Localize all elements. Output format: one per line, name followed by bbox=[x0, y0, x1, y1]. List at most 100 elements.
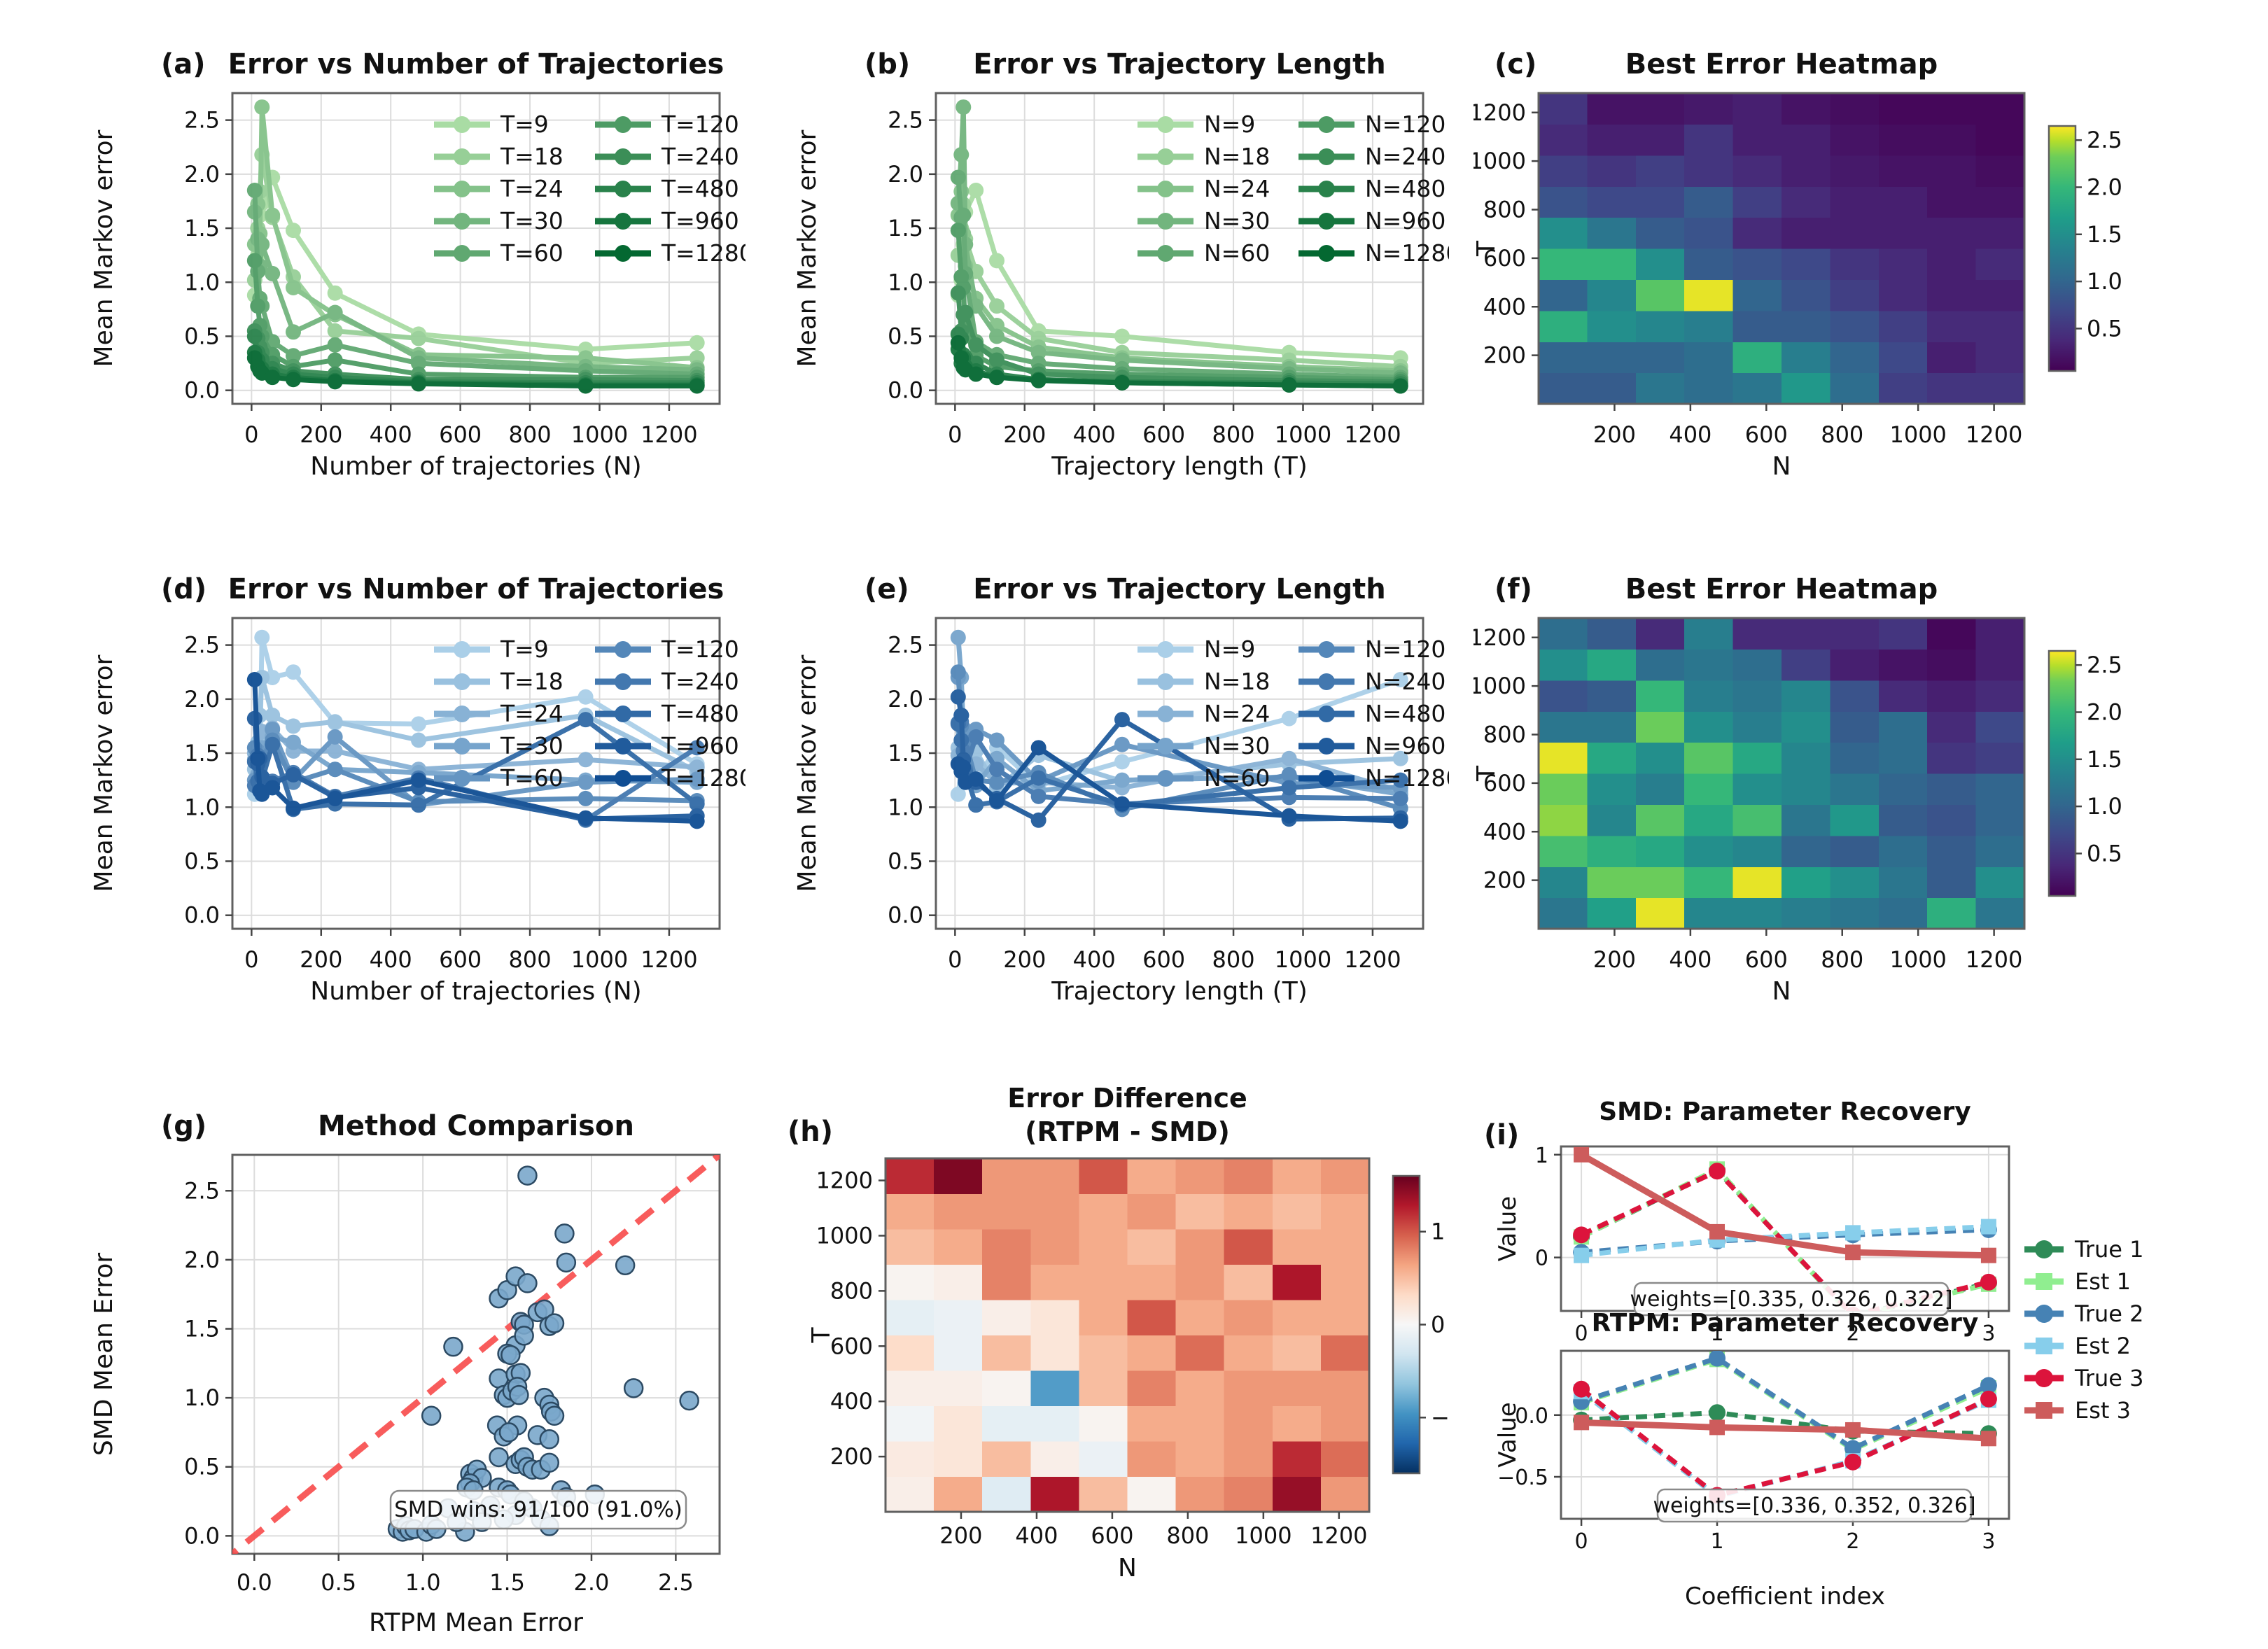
chart-shape bbox=[1573, 1380, 1590, 1398]
chart-text: 1.5 bbox=[489, 1569, 525, 1596]
chart-shape bbox=[327, 323, 343, 339]
chart-shape bbox=[1320, 1264, 1370, 1300]
chart-text: 1 bbox=[1710, 1321, 1723, 1346]
chart-text: 800 bbox=[1821, 946, 1863, 973]
chart-shape bbox=[265, 207, 281, 223]
chart-shape bbox=[509, 1384, 529, 1405]
chart-shape bbox=[498, 1422, 519, 1443]
series-True 1 bbox=[1581, 1410, 1989, 1436]
chart-shape bbox=[1830, 186, 1879, 218]
chart-shape bbox=[1318, 770, 1335, 787]
chart-shape bbox=[1587, 124, 1637, 156]
panel-g-scatter: (g) Method Comparison RTPM Mean Error SMD M… bbox=[90, 1110, 721, 1637]
chart-text: T=24 bbox=[500, 700, 564, 727]
chart-shape bbox=[454, 116, 470, 133]
chart-shape bbox=[884, 1157, 1371, 1513]
chart-shape bbox=[489, 1447, 509, 1468]
chart-text: 1.0 bbox=[184, 1384, 220, 1411]
chart-text: N=960 bbox=[1365, 732, 1446, 759]
chart-shape bbox=[544, 1405, 565, 1426]
chart-shape bbox=[1127, 1335, 1177, 1371]
chart-shape bbox=[544, 1313, 565, 1333]
series-True 2 bbox=[1581, 1356, 1990, 1451]
chart-shape bbox=[454, 213, 470, 230]
chart-shape bbox=[1844, 1453, 1861, 1471]
chart-shape bbox=[1732, 372, 1782, 405]
chart-shape bbox=[1732, 804, 1782, 836]
chart-shape bbox=[1079, 1335, 1128, 1371]
chart-text: 1000 bbox=[571, 421, 628, 448]
chart-shape bbox=[934, 1264, 983, 1300]
chart-text: −1 bbox=[1431, 1404, 1449, 1431]
chart-text: Error Difference bbox=[1007, 1083, 1247, 1114]
chart-text: (c) bbox=[1494, 48, 1536, 80]
chart-shape bbox=[265, 370, 281, 386]
chart-shape bbox=[1878, 279, 1928, 311]
chart-shape bbox=[1587, 93, 1637, 125]
chart-text: 600 bbox=[1483, 245, 1526, 272]
chart-text: 200 bbox=[1483, 342, 1526, 369]
series-T=1280 bbox=[252, 679, 697, 824]
chart-shape bbox=[1539, 155, 1588, 187]
series-lines bbox=[246, 99, 705, 394]
chart-shape bbox=[1224, 1193, 1273, 1230]
chart-shape bbox=[443, 1336, 463, 1357]
chart-text: Mean Markov error bbox=[793, 654, 822, 892]
chart-text: N=24 bbox=[1204, 175, 1270, 202]
axes bbox=[231, 92, 721, 405]
chart-shape bbox=[1079, 1300, 1128, 1336]
chart-text: (RTPM - SMD) bbox=[1025, 1116, 1230, 1147]
chart-text: 1.5 bbox=[2087, 746, 2122, 773]
chart-text: 800 bbox=[830, 1277, 873, 1304]
chart-shape bbox=[689, 813, 705, 829]
chart-shape bbox=[1980, 1431, 1996, 1447]
chart-text: 400 bbox=[1015, 1522, 1058, 1549]
chart-shape bbox=[1030, 788, 1046, 804]
chart-shape bbox=[1927, 897, 1977, 929]
panel-d-line-chart: (d) Error vs Number of Trajectories Number… bbox=[90, 573, 746, 1006]
chart-text: 1.5 bbox=[2087, 221, 2122, 248]
chart-text: T bbox=[1474, 240, 1501, 257]
chart-text: 600 bbox=[1745, 946, 1788, 973]
chart-shape bbox=[1878, 186, 1928, 218]
chart-text: 0.5 bbox=[888, 323, 923, 349]
chart-shape bbox=[989, 792, 1004, 808]
chart-shape bbox=[1114, 736, 1130, 752]
chart-shape bbox=[1684, 186, 1734, 218]
chart-shape bbox=[1224, 1476, 1273, 1513]
chart-shape bbox=[1635, 835, 1685, 867]
chart-text: 0.0 bbox=[184, 377, 220, 404]
chart-shape bbox=[1927, 372, 1977, 405]
chart-shape bbox=[1635, 742, 1685, 774]
chart-shape bbox=[286, 800, 301, 816]
chart-shape bbox=[1127, 1441, 1177, 1478]
chart-shape bbox=[1635, 804, 1685, 836]
chart-shape bbox=[1030, 1300, 1079, 1336]
heatmap-cells bbox=[886, 1158, 1370, 1513]
chart-shape bbox=[1732, 618, 1782, 650]
chart-shape bbox=[1587, 773, 1637, 805]
chart-shape bbox=[950, 689, 966, 705]
chart-shape bbox=[1539, 835, 1588, 867]
chart-shape bbox=[886, 1158, 934, 1195]
chart-text: 0.5 bbox=[2087, 315, 2122, 342]
chart-shape bbox=[1030, 1370, 1079, 1407]
chart-shape bbox=[1975, 649, 2025, 681]
chart-shape bbox=[1980, 1377, 1997, 1394]
chart-shape bbox=[1732, 649, 1782, 681]
chart-shape bbox=[886, 1193, 934, 1230]
chart-text: 2.5 bbox=[184, 1177, 220, 1204]
chart-shape bbox=[410, 330, 426, 346]
chart-shape bbox=[1272, 1229, 1322, 1265]
chart-text: T=120 bbox=[661, 636, 739, 663]
chart-shape bbox=[1635, 372, 1685, 405]
chart-shape bbox=[1927, 279, 1977, 311]
chart-shape bbox=[554, 1223, 575, 1244]
chart-text: 200 bbox=[1003, 946, 1046, 973]
chart-shape bbox=[1975, 217, 2025, 249]
chart-shape bbox=[2035, 1369, 2053, 1387]
chart-text: 1 bbox=[1710, 1529, 1723, 1554]
chart-shape bbox=[1030, 344, 1046, 360]
chart-shape bbox=[1684, 680, 1734, 712]
chart-shape bbox=[982, 1441, 1031, 1478]
